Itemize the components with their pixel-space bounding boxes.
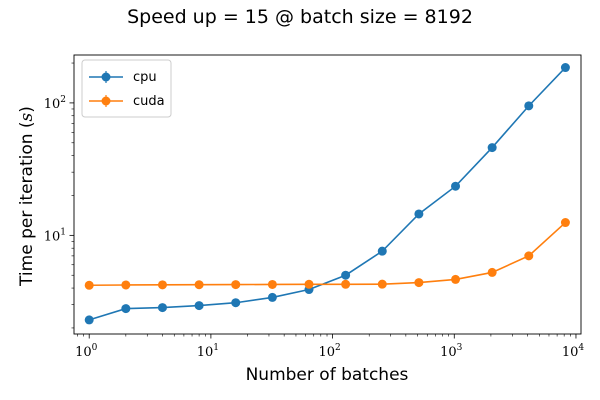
x-tick-label: 103 [440, 343, 463, 360]
data-point-cuda [304, 279, 314, 289]
data-point-cuda [121, 280, 131, 290]
y-axis-ticks: 101 102 [44, 62, 74, 329]
series-cpu [84, 63, 570, 325]
data-point-cuda [414, 278, 424, 288]
y-tick-label: 101 [44, 227, 66, 244]
plot-area [73, 54, 582, 335]
y-tick-label: 102 [44, 95, 66, 112]
series-line-cuda [89, 221, 566, 287]
data-point-cuda [194, 280, 204, 290]
x-axis-label: Number of batches [246, 365, 409, 385]
y-axis-label: Time per iteration (s) [17, 106, 37, 287]
y-axis-label-suffix: ) [17, 106, 37, 113]
data-point-cuda [487, 267, 497, 277]
x-tick-label: 101 [197, 343, 219, 360]
x-tick-label: 100 [75, 343, 98, 360]
legend-label-cpu: cpu [133, 70, 157, 85]
data-point-cpu [194, 301, 204, 311]
series-layer [84, 63, 570, 325]
legend-marker-cpu [101, 72, 111, 82]
axes-frame [73, 54, 582, 335]
legend-entry-cpu: cpu [89, 70, 157, 85]
x-tick-label: 102 [318, 343, 340, 360]
data-point-cpu [341, 270, 351, 280]
data-point-cpu [157, 303, 167, 313]
y-axis-label-prefix: Time per iteration ( [17, 121, 37, 287]
data-point-cpu [451, 181, 461, 191]
data-point-cpu [84, 315, 94, 325]
data-point-cuda [157, 280, 167, 290]
data-point-cpu [377, 246, 387, 256]
data-point-cpu [267, 292, 277, 302]
data-point-cuda [231, 280, 241, 290]
data-point-cpu [524, 101, 534, 111]
data-point-cuda [341, 279, 351, 289]
data-point-cpu [414, 209, 424, 219]
legend-label-cuda: cuda [133, 94, 165, 109]
y-axis-label-symbol: s [17, 112, 37, 121]
legend-marker-cuda [101, 96, 111, 106]
data-point-cuda [560, 218, 570, 228]
data-point-cpu [121, 304, 131, 314]
data-point-cuda [377, 279, 387, 289]
legend: cpu cuda [81, 59, 172, 118]
legend-entry-cuda: cuda [89, 94, 165, 109]
x-tick-label: 104 [562, 343, 585, 360]
chart-title: Speed up = 15 @ batch size = 8192 [127, 6, 473, 28]
data-point-cpu [231, 298, 241, 308]
data-point-cpu [560, 63, 570, 73]
data-point-cpu [487, 143, 497, 153]
data-point-cuda [451, 274, 461, 284]
data-point-cuda [84, 280, 94, 290]
series-line-cpu [88, 66, 566, 321]
data-point-cuda [267, 279, 277, 289]
series-cuda [84, 218, 570, 290]
x-axis-ticks: 100 101 102 103 104 [75, 334, 584, 360]
data-point-cuda [524, 251, 534, 261]
